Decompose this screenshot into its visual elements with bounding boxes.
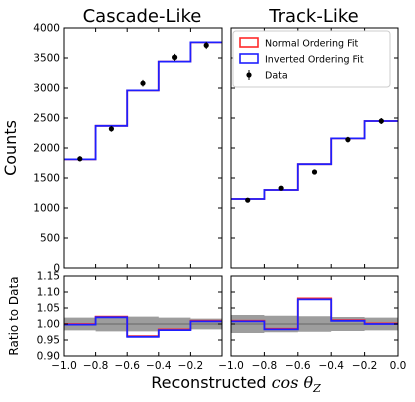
legend-frame: [232, 30, 391, 88]
x-tick-label: 0.0: [390, 360, 407, 372]
x-axis-label-text: Reconstructed: [151, 373, 266, 392]
plot-marks: [64, 41, 398, 338]
y-axis-label-counts: Counts: [1, 120, 20, 176]
data-point: [77, 156, 83, 162]
x-tick-label: −0.4: [318, 360, 344, 372]
data-point: [378, 118, 384, 124]
x-tick-label: −0.6: [114, 360, 140, 372]
y-tick-label: 1.05: [37, 303, 60, 315]
y-tick-label: 1500: [33, 173, 60, 185]
legend-swatch-data-marker: [246, 72, 252, 78]
panel-title-cascade: Cascade-Like: [83, 6, 202, 27]
y-tick-label: 0.95: [37, 335, 60, 347]
step-line-inverted-ordering: [231, 120, 398, 200]
y-tick-label: 1.15: [37, 271, 60, 283]
x-tick-label: −1.0: [218, 360, 244, 372]
y-tick-label: 1.10: [37, 287, 60, 299]
x-tick-label: −0.4: [146, 360, 172, 372]
legend-swatch-inverted-ordering: [239, 53, 259, 64]
x-tick-label: −0.6: [285, 360, 311, 372]
data-point: [245, 197, 251, 203]
ratio-step-inverted-ordering: [231, 298, 398, 331]
data-point: [345, 137, 351, 143]
x-tick-label: −0.8: [252, 360, 278, 372]
y-tick-label: 2000: [33, 143, 60, 155]
y-tick-label: 3000: [33, 83, 60, 95]
ratio-track-frame: [230, 275, 399, 357]
y-tick-label: 1000: [33, 203, 60, 215]
legend-label-inverted-ordering: Inverted Ordering Fit: [265, 55, 364, 66]
ratio-cascade-frame: [63, 275, 223, 357]
data-point: [140, 80, 146, 86]
y-tick-label: 0: [53, 263, 60, 275]
panel-cascade-frame: [63, 27, 223, 269]
x-tick-label: −0.8: [83, 360, 109, 372]
panel-title-track: Track-Like: [268, 6, 358, 27]
step-line-normal-ordering: [231, 120, 398, 200]
x-axis-label-math: cos θ: [272, 373, 314, 392]
ratio-step-inverted-ordering: [64, 316, 222, 338]
x-tick-label: −0.2: [352, 360, 378, 372]
y-tick-label: 500: [40, 233, 60, 245]
legend-label-normal-ordering: Normal Ordering Fit: [265, 39, 359, 50]
data-point: [278, 185, 284, 191]
x-tick-label: −1.0: [51, 360, 77, 372]
step-line-normal-ordering: [64, 41, 222, 161]
data-point: [203, 42, 209, 49]
y-tick-label: 1.00: [37, 319, 60, 331]
legend-swatch-normal-ordering: [239, 37, 259, 48]
legend-label-data: Data: [265, 71, 288, 82]
data-point: [311, 169, 318, 175]
x-axis-label: Reconstructed cos θZ: [151, 373, 321, 395]
data-point: [172, 54, 178, 61]
plot-axes: 0 500 1000 1500 2000 2500 3000 3500 4000 0.90 0.95…: [33, 23, 406, 373]
y-tick-label: 0.90: [37, 351, 60, 363]
x-axis-label-subscript: Z: [312, 382, 321, 395]
legend: Normal Ordering Fit Inverted Ordering Fi…: [232, 30, 391, 88]
y-tick-label: 3500: [33, 53, 60, 65]
y-axis-label-ratio: Ratio to Data: [7, 276, 21, 355]
y-tick-label: 2500: [33, 113, 60, 125]
y-tick-label: 4000: [33, 23, 60, 35]
x-tick-label: −0.2: [178, 360, 204, 372]
step-line-inverted-ordering: [64, 41, 222, 161]
data-point: [108, 126, 114, 132]
